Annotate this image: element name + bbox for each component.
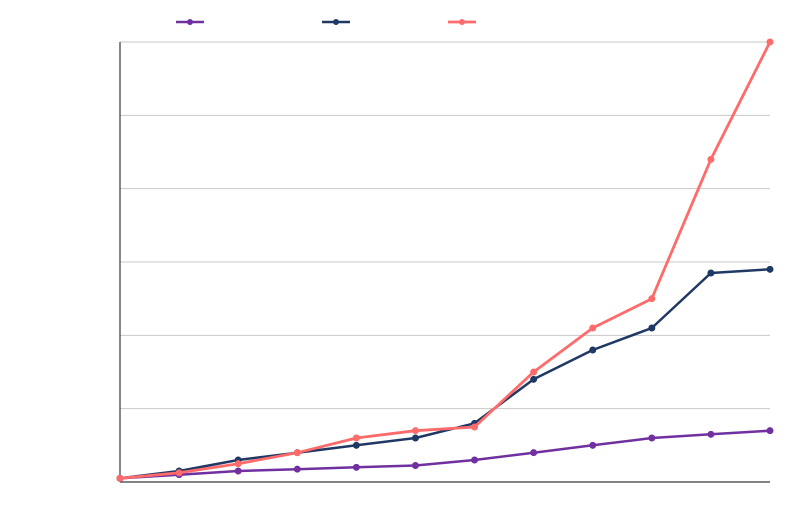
series-marker-series-b bbox=[767, 266, 773, 272]
series-marker-series-a bbox=[294, 466, 300, 472]
series-marker-series-c bbox=[294, 450, 300, 456]
series-marker-series-b bbox=[531, 376, 537, 382]
legend-marker-series-a bbox=[187, 19, 193, 25]
series-marker-series-c bbox=[708, 156, 714, 162]
series-marker-series-b bbox=[353, 442, 359, 448]
legend-marker-series-b bbox=[333, 19, 339, 25]
series-marker-series-b bbox=[708, 270, 714, 276]
series-marker-series-a bbox=[472, 457, 478, 463]
series-marker-series-c bbox=[767, 39, 773, 45]
series-marker-series-c bbox=[235, 461, 241, 467]
series-marker-series-c bbox=[176, 470, 182, 476]
series-marker-series-c bbox=[472, 424, 478, 430]
series-marker-series-a bbox=[590, 442, 596, 448]
legend-marker-series-c bbox=[459, 19, 465, 25]
series-marker-series-c bbox=[353, 435, 359, 441]
series-marker-series-a bbox=[649, 435, 655, 441]
series-marker-series-a bbox=[708, 431, 714, 437]
series-marker-series-a bbox=[235, 468, 241, 474]
series-marker-series-a bbox=[353, 464, 359, 470]
series-marker-series-a bbox=[412, 463, 418, 469]
series-marker-series-a bbox=[767, 428, 773, 434]
line-chart bbox=[0, 0, 800, 522]
series-marker-series-c bbox=[590, 325, 596, 331]
series-marker-series-c bbox=[117, 475, 123, 481]
series-marker-series-b bbox=[649, 325, 655, 331]
series-marker-series-c bbox=[412, 428, 418, 434]
series-marker-series-c bbox=[531, 369, 537, 375]
series-marker-series-c bbox=[649, 296, 655, 302]
series-marker-series-b bbox=[412, 435, 418, 441]
series-marker-series-b bbox=[590, 347, 596, 353]
series-marker-series-a bbox=[531, 450, 537, 456]
chart-svg bbox=[0, 0, 800, 522]
